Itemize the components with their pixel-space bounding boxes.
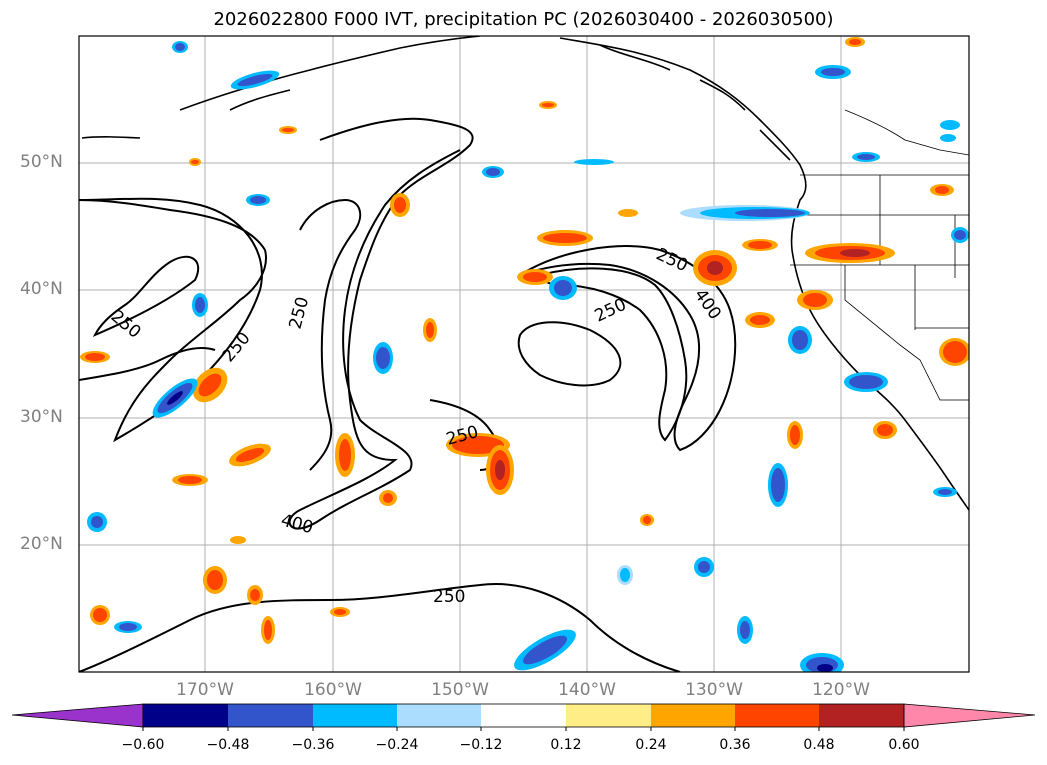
lat-label: 40°N [20,279,63,299]
colorbar-tick-label: −0.24 [375,737,419,753]
borders [790,109,969,401]
colorbar-tick-label: 0.60 [888,737,920,753]
precip-negative [87,41,969,672]
lon-label: 120°W [812,680,870,700]
colorbar-tick-label: −0.12 [459,737,503,753]
lat-label: 20°N [20,534,63,554]
colorbar-tick-label: −0.48 [206,737,250,753]
colorbar-tick-label: 0.12 [550,737,582,753]
colorbar-tick-label: 0.48 [803,737,835,753]
map-background [79,36,969,672]
colorbar-tick-label: −0.60 [121,737,165,753]
precip-positive [80,37,969,644]
lat-label: 30°N [20,407,63,427]
colorbar-tick-label: −0.36 [291,737,335,753]
coastline [81,36,969,511]
lon-label: 140°W [558,680,616,700]
lon-label: 170°W [176,680,234,700]
map-frame [78,35,970,673]
contour-label: 250 [433,587,465,607]
colorbar-tick-label: 0.36 [719,737,751,753]
lat-label: 50°N [20,152,63,172]
lon-label: 130°W [685,680,743,700]
ivt-contours [79,117,737,672]
colorbar [11,703,1036,731]
lon-label: 150°W [431,680,489,700]
graticule [79,36,969,672]
map-title: 2026022800 F000 IVT, precipitation PC (2… [213,9,834,30]
colorbar-tick-label: 0.24 [635,737,667,753]
lon-label: 160°W [304,680,362,700]
